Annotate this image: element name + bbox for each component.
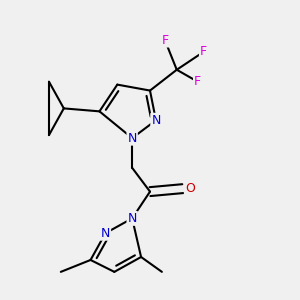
Text: O: O — [185, 182, 195, 195]
Text: N: N — [128, 212, 137, 225]
Text: N: N — [128, 132, 137, 145]
Text: N: N — [151, 114, 160, 127]
Text: N: N — [101, 227, 110, 240]
Text: F: F — [194, 75, 201, 88]
Text: F: F — [161, 34, 168, 46]
Text: F: F — [200, 45, 207, 58]
